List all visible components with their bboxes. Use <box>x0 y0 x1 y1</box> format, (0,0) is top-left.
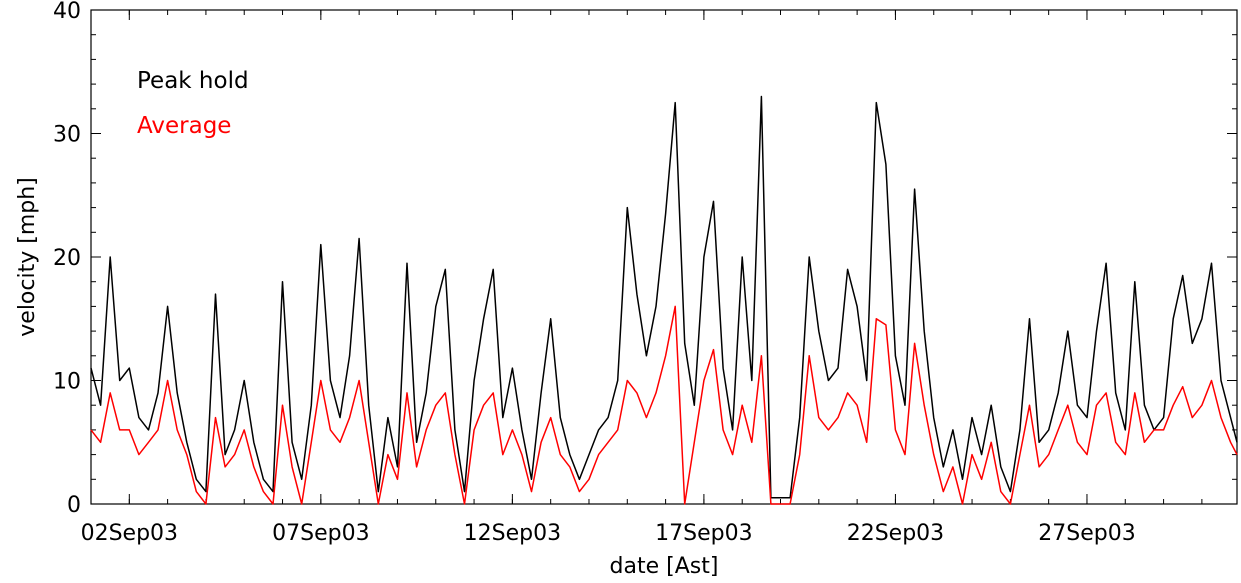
x-axis-ticks: 02Sep03 07Sep03 12Sep03 17Sep03 22Sep03 27Sep… <box>81 10 1203 546</box>
y-tick-label: 20 <box>53 246 81 271</box>
series-line-peak-hold <box>90 95 1238 499</box>
legend-entry-peak-hold: Peak hold <box>137 68 249 94</box>
y-axis-label: velocity [mph] <box>15 177 40 336</box>
x-tick-label: 17Sep03 <box>655 521 752 546</box>
y-tick-label: 30 <box>53 123 81 148</box>
x-tick-label: 07Sep03 <box>272 521 369 546</box>
series-line-average <box>90 305 1238 505</box>
x-tick-label: 22Sep03 <box>847 521 944 546</box>
x-tick-label: 02Sep03 <box>81 521 178 546</box>
x-axis-label: date [Ast] <box>610 554 719 579</box>
x-tick-label: 27Sep03 <box>1038 521 1135 546</box>
y-tick-label: 40 <box>53 0 81 24</box>
y-tick-label: 10 <box>53 370 81 395</box>
plot-frame <box>90 9 1238 505</box>
legend-entry-average: Average <box>137 113 231 139</box>
x-tick-label: 12Sep03 <box>464 521 561 546</box>
y-axis-ticks: 0 10 20 30 40 <box>53 0 1237 518</box>
series-lines <box>90 95 1238 505</box>
y-tick-label: 0 <box>67 493 81 518</box>
